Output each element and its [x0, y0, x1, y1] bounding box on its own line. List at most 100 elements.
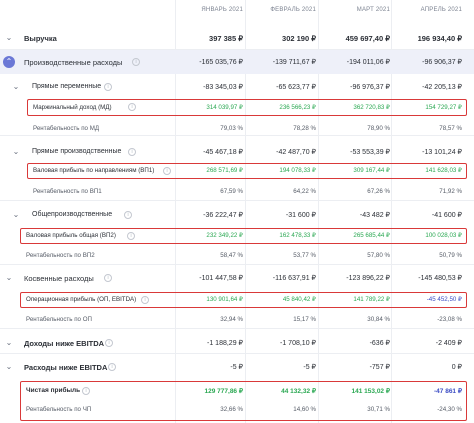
cell-apr: -96 906,37 ₽: [422, 59, 462, 66]
chevron-down-icon[interactable]: ⌄: [5, 362, 13, 371]
cell-apr: -45 452,50 ₽: [426, 296, 462, 303]
row-label: Прямые переменные: [32, 83, 102, 90]
cell-mar: 459 697,40 ₽: [345, 34, 390, 43]
chevron-down-icon[interactable]: ⌄: [5, 338, 13, 347]
cell-mar: 141 153,02 ₽: [351, 388, 390, 395]
cell-feb: 162 478,33 ₽: [279, 232, 316, 239]
cell-jan: 67,59 %: [220, 188, 243, 195]
cell-feb: 302 190 ₽: [282, 34, 316, 43]
table-row-op-profit: Операционная прибыль (ОП, EBITDA) i 130 …: [0, 292, 474, 308]
info-icon[interactable]: i: [128, 103, 136, 111]
cell-mar: 362 720,83 ₽: [353, 104, 390, 111]
cell-mar: -43 482 ₽: [359, 212, 390, 219]
row-label: Рентабельность по ВП1: [33, 188, 102, 195]
cell-jan: 232 349,22 ₽: [206, 232, 243, 239]
cell-jan: -5 ₽: [230, 364, 243, 371]
cell-apr: -47 861 ₽: [434, 388, 462, 395]
cell-feb: -5 ₽: [303, 364, 316, 371]
cell-mar: -123 896,22 ₽: [346, 275, 390, 282]
table-row-income-below: ⌄ Доходы ниже EBITDA i -1 188,29 ₽ -1 70…: [0, 332, 474, 354]
info-icon[interactable]: i: [141, 296, 149, 304]
cell-mar: 309 167,44 ₽: [353, 167, 390, 174]
highlight-frame: [20, 228, 467, 244]
column-header-mar: МАРТ 2021: [356, 7, 390, 13]
cell-feb: 78,28 %: [293, 125, 316, 132]
cell-jan: 58,47 %: [220, 252, 243, 259]
cell-apr: -41 600 ₽: [431, 212, 462, 219]
row-label: Общепроизводственные: [32, 211, 113, 218]
cell-mar: -757 ₽: [369, 364, 390, 371]
cell-apr: -2 409 ₽: [435, 340, 462, 347]
cell-feb: 53,77 %: [293, 252, 316, 259]
info-icon[interactable]: i: [82, 387, 90, 395]
info-icon[interactable]: i: [124, 211, 132, 219]
row-label: Расходы ниже EBITDA: [24, 363, 108, 372]
highlight-frame: [20, 292, 467, 308]
table-row-direct-variable: ⌄ Прямые переменные i -83 345,03 ₽ -65 6…: [0, 78, 474, 96]
table-row-expenses-below: ⌄ Расходы ниже EBITDA i -5 ₽ -5 ₽ -757 ₽…: [0, 356, 474, 378]
info-icon[interactable]: i: [127, 232, 135, 240]
table-row-direct-production: ⌄ Прямые производственные i -45 467,18 ₽…: [0, 143, 474, 161]
cell-apr: -42 205,13 ₽: [422, 84, 462, 91]
column-divider: [391, 0, 392, 423]
cell-jan: 32,66 %: [220, 406, 243, 413]
cell-feb: 15,17 %: [293, 316, 316, 323]
table-row-marginal-income: Маржинальный доход (МД) i 314 039,97 ₽ 2…: [0, 99, 474, 116]
cell-mar: 67,26 %: [367, 188, 390, 195]
chevron-up-icon[interactable]: ⌃: [3, 56, 15, 68]
cell-jan: 130 901,64 ₽: [206, 296, 243, 303]
info-icon[interactable]: i: [163, 167, 171, 175]
table-row-margin-md: Рентабельность по МД 79,03 % 78,28 % 78,…: [0, 120, 474, 136]
cell-feb: -116 637,91 ₽: [272, 275, 316, 282]
column-divider: [175, 0, 176, 423]
cell-apr: -145 480,53 ₽: [418, 275, 462, 282]
column-header-jan: ЯНВАРЬ 2021: [201, 7, 243, 13]
cell-apr: 78,57 %: [439, 125, 462, 132]
cell-apr: 141 628,03 ₽: [425, 167, 462, 174]
chevron-down-icon[interactable]: ⌄: [12, 210, 20, 219]
cell-apr: -23,08 %: [437, 316, 462, 323]
cell-apr: 196 934,40 ₽: [417, 34, 462, 43]
cell-jan: -165 035,76 ₽: [199, 59, 243, 66]
table-header: ЯНВАРЬ 2021 ФЕВРАЛЬ 2021 МАРТ 2021 АПРЕЛ…: [0, 0, 474, 22]
column-divider: [245, 0, 246, 423]
table-row-net-profit: Чистая прибыль i 129 777,86 ₽ 44 132,32 …: [0, 383, 474, 400]
row-label: Рентабельность по ОП: [26, 316, 92, 323]
row-label: Операционная прибыль (ОП, EBITDA): [26, 296, 137, 303]
cell-jan: 268 571,69 ₽: [206, 167, 243, 174]
info-icon[interactable]: i: [132, 58, 140, 66]
cell-jan: 129 777,86 ₽: [204, 388, 243, 395]
cell-apr: 100 028,03 ₽: [425, 232, 462, 239]
table-row-margin-op: Рентабельность по ОП 32,94 % 15,17 % 30,…: [0, 311, 474, 329]
row-label: Валовая прибыль общая (ВП2): [26, 232, 116, 239]
highlight-frame: [27, 99, 467, 116]
row-label: Чистая прибыль: [26, 387, 81, 394]
table-row-general-production: ⌄ Общепроизводственные i -36 222,47 ₽ -3…: [0, 206, 474, 224]
cell-feb: 14,60 %: [293, 406, 316, 413]
info-icon[interactable]: i: [104, 83, 112, 91]
chevron-down-icon[interactable]: ⌄: [12, 147, 20, 156]
cell-feb: -139 711,67 ₽: [272, 59, 316, 66]
cell-feb: -42 487,70 ₽: [276, 149, 316, 156]
info-icon[interactable]: i: [128, 148, 136, 156]
chevron-down-icon[interactable]: ⌄: [12, 82, 20, 91]
chevron-down-icon[interactable]: ⌄: [5, 273, 13, 282]
cell-apr: 154 729,27 ₽: [425, 104, 462, 111]
row-label: Выручка: [24, 34, 57, 43]
info-icon[interactable]: i: [108, 363, 116, 371]
info-icon[interactable]: i: [104, 274, 112, 282]
table-row-gross-vp2: Валовая прибыль общая (ВП2) i 232 349,22…: [0, 228, 474, 244]
table-row-revenue: ⌄ Выручка 397 385 ₽ 302 190 ₽ 459 697,40…: [0, 28, 474, 50]
column-header-apr: АПРЕЛЬ 2021: [420, 7, 462, 13]
table-row-gross-vp1: Валовая прибыль по направлениям (ВП1) i …: [0, 163, 474, 179]
info-icon[interactable]: i: [105, 339, 113, 347]
row-label: Маржинальный доход (МД): [33, 104, 112, 111]
cell-mar: 57,80 %: [367, 252, 390, 259]
cell-jan: -36 222,47 ₽: [203, 212, 243, 219]
cell-jan: -1 188,29 ₽: [207, 340, 243, 347]
cell-feb: -1 708,10 ₽: [280, 340, 316, 347]
row-label: Косвенные расходы: [24, 274, 94, 283]
table-row-margin-vp1: Рентабельность по ВП1 67,59 % 64,22 % 67…: [0, 183, 474, 201]
chevron-down-icon[interactable]: ⌄: [5, 33, 13, 42]
row-label: Валовая прибыль по направлениям (ВП1): [33, 167, 155, 174]
